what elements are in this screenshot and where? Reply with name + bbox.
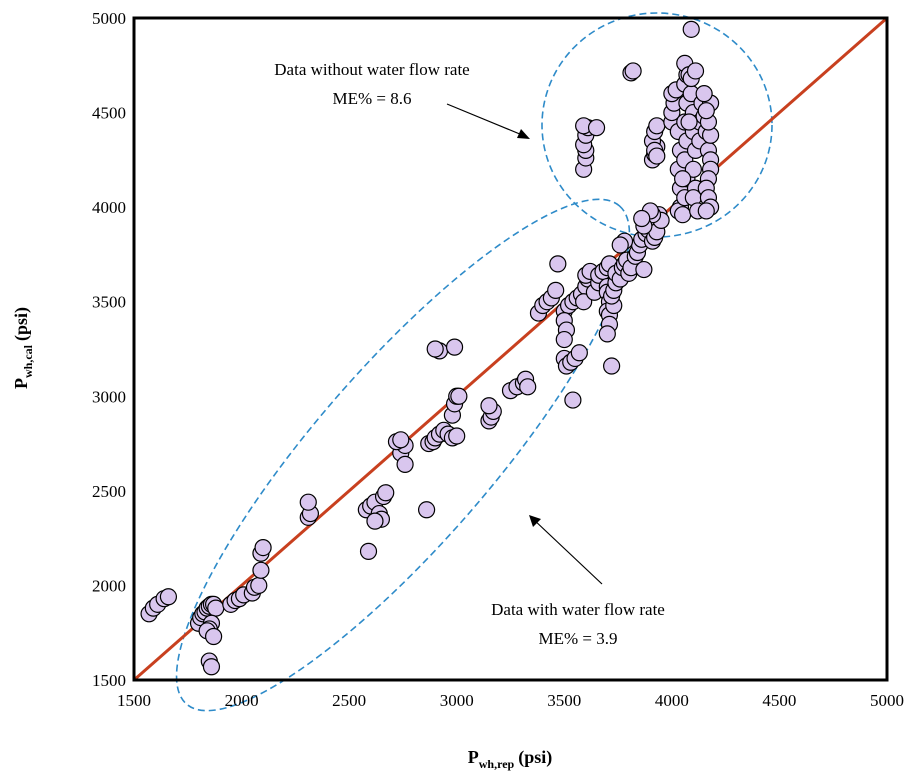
data-point bbox=[648, 117, 666, 135]
data-point bbox=[202, 658, 221, 676]
y-ticks: 1500 2000 2500 3000 3500 4000 4500 5000 bbox=[92, 9, 126, 690]
data-point bbox=[299, 493, 317, 511]
y-tick-label: 3500 bbox=[92, 293, 126, 312]
data-point bbox=[603, 357, 621, 375]
x-tick-label: 3500 bbox=[547, 691, 581, 710]
data-points bbox=[140, 20, 720, 676]
x-tick-label: 4000 bbox=[655, 691, 689, 710]
data-point bbox=[575, 293, 593, 311]
data-point bbox=[205, 627, 223, 646]
x-tick-label: 3000 bbox=[440, 691, 474, 710]
data-point bbox=[633, 209, 651, 228]
data-point bbox=[564, 391, 582, 409]
annotation-with-water-arrow bbox=[531, 517, 603, 585]
data-point bbox=[480, 397, 498, 415]
data-point bbox=[635, 260, 653, 279]
y-tick-label: 2000 bbox=[92, 576, 126, 595]
data-point bbox=[254, 538, 272, 557]
x-tick-label: 5000 bbox=[870, 691, 904, 710]
y-axis-title: Pwh,cal (psi) bbox=[11, 307, 35, 389]
data-point bbox=[555, 330, 573, 349]
data-point bbox=[611, 236, 629, 254]
data-point bbox=[674, 206, 692, 224]
y-axis-title-subscript: wh,cal bbox=[21, 344, 35, 378]
data-point bbox=[598, 325, 616, 343]
data-point bbox=[359, 542, 378, 560]
data-point bbox=[448, 427, 466, 445]
x-axis-title-unit: (psi) bbox=[518, 747, 552, 768]
data-point bbox=[366, 512, 384, 530]
data-point bbox=[682, 20, 700, 38]
data-point bbox=[686, 62, 705, 80]
data-point bbox=[445, 338, 464, 356]
data-point bbox=[252, 561, 270, 579]
data-point bbox=[549, 255, 567, 273]
y-axis-title-main: P bbox=[11, 378, 31, 389]
annotation-with-water-arrowhead bbox=[529, 515, 541, 527]
data-point bbox=[697, 102, 715, 120]
x-tick-label: 4500 bbox=[762, 691, 796, 710]
y-tick-label: 1500 bbox=[92, 671, 126, 690]
x-tick-label: 2500 bbox=[332, 691, 366, 710]
data-point bbox=[426, 340, 444, 358]
y-tick-label: 2500 bbox=[92, 482, 126, 501]
data-point bbox=[697, 202, 715, 220]
data-point bbox=[570, 344, 588, 362]
data-point bbox=[624, 62, 642, 80]
plot-frame bbox=[132, 16, 889, 682]
data-point bbox=[674, 170, 692, 188]
reference-line bbox=[133, 16, 888, 682]
data-point bbox=[519, 378, 537, 396]
annotation-with-water: Data with water flow rate ME% = 3.9 bbox=[491, 515, 665, 648]
x-tick-label: 2000 bbox=[225, 691, 259, 710]
data-point bbox=[648, 147, 666, 165]
annotation-without-water: Data without water flow rate ME% = 8.6 bbox=[274, 60, 530, 139]
y-tick-label: 4000 bbox=[92, 198, 126, 217]
y-tick-label: 4500 bbox=[92, 104, 126, 123]
data-point bbox=[547, 281, 565, 299]
x-axis-title: Pwh,rep (psi) bbox=[468, 747, 552, 771]
x-tick-label: 1500 bbox=[117, 691, 151, 710]
data-point bbox=[684, 160, 702, 178]
ellipse-with-water bbox=[175, 198, 631, 712]
data-point bbox=[250, 576, 268, 595]
annotation-with-water-line-2: ME% = 3.9 bbox=[539, 629, 618, 648]
annotation-with-water-line-1: Data with water flow rate bbox=[491, 600, 665, 619]
data-point bbox=[159, 588, 178, 606]
annotation-without-water-line-2: ME% = 8.6 bbox=[333, 89, 412, 108]
x-axis-title-main: P bbox=[468, 747, 479, 767]
data-point bbox=[396, 455, 414, 473]
data-point bbox=[207, 599, 225, 617]
y-tick-label: 3000 bbox=[92, 387, 126, 406]
y-axis-title-unit: (psi) bbox=[11, 307, 32, 341]
data-point bbox=[392, 431, 410, 449]
annotation-without-water-arrow bbox=[446, 103, 528, 138]
y-tick-label: 5000 bbox=[92, 9, 126, 28]
data-point bbox=[450, 387, 468, 405]
x-axis-title-subscript: wh,rep bbox=[479, 757, 515, 771]
annotation-without-water-arrowhead bbox=[517, 129, 530, 139]
x-ticks: 1500 2000 2500 3000 3500 4000 4500 5000 bbox=[117, 691, 904, 710]
data-point bbox=[377, 484, 395, 502]
annotation-without-water-line-1: Data without water flow rate bbox=[274, 60, 469, 79]
data-point bbox=[417, 501, 436, 519]
data-point bbox=[587, 119, 606, 137]
data-point bbox=[695, 85, 713, 103]
data-point bbox=[680, 113, 698, 131]
